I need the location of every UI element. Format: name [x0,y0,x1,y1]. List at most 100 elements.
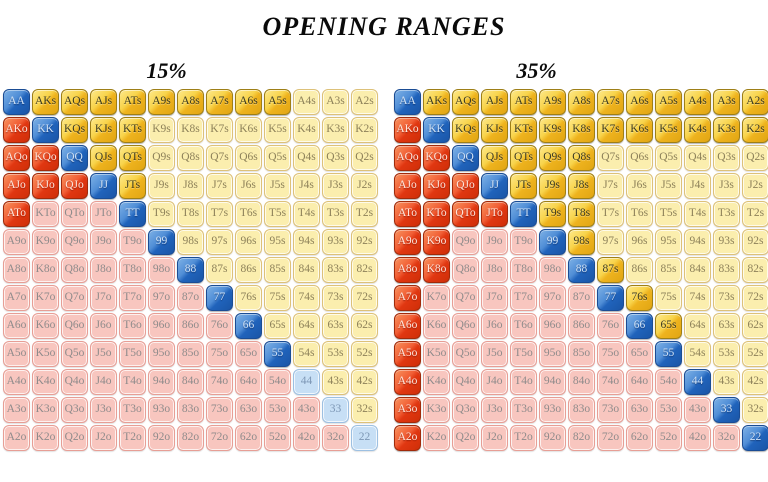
hand-cell-97s: 97s [206,229,233,255]
hand-cell-72o: 72o [597,425,624,451]
hand-cell-T3o: T3o [119,397,146,423]
hand-cell-K4s: K4s [684,117,711,143]
hand-cell-64o: 64o [626,369,653,395]
hand-cell-A8o: A8o [3,257,30,283]
hand-cell-52o: 52o [264,425,291,451]
hand-cell-J9s: J9s [539,173,566,199]
hand-cell-A9s: A9s [539,89,566,115]
hand-cell-A7o: A7o [3,285,30,311]
hand-cell-86s: 86s [235,257,262,283]
hand-cell-KTs: KTs [119,117,146,143]
hand-cell-AKo: AKo [3,117,30,143]
hand-cell-22: 22 [742,425,768,451]
hand-cell-K3s: K3s [713,117,740,143]
hand-cell-A9o: A9o [3,229,30,255]
hand-cell-76s: 76s [235,285,262,311]
hand-cell-K8o: K8o [32,257,59,283]
hand-cell-Q3o: Q3o [61,397,88,423]
hand-cell-J5s: J5s [655,173,682,199]
hand-cell-K9o: K9o [32,229,59,255]
hand-cell-63o: 63o [235,397,262,423]
hand-cell-QQ: QQ [452,145,479,171]
hand-cell-84o: 84o [177,369,204,395]
hand-cell-84o: 84o [568,369,595,395]
hand-cell-T9o: T9o [119,229,146,255]
hand-cell-KQo: KQo [423,145,450,171]
hand-cell-54s: 54s [293,341,320,367]
hand-cell-44: 44 [293,369,320,395]
hand-cell-42s: 42s [742,369,768,395]
hand-cell-K5o: K5o [423,341,450,367]
hand-cell-43s: 43s [322,369,349,395]
hand-cell-82s: 82s [351,257,378,283]
hand-cell-J2o: J2o [481,425,508,451]
hand-cell-K7s: K7s [206,117,233,143]
hand-cell-A6s: A6s [235,89,262,115]
hand-cell-J8o: J8o [481,257,508,283]
hand-cell-JTo: JTo [481,201,508,227]
hand-cell-AQo: AQo [394,145,421,171]
hand-cell-QJo: QJo [61,173,88,199]
hand-cell-Q4o: Q4o [452,369,479,395]
hand-cell-65s: 65s [264,313,291,339]
hand-cell-66: 66 [626,313,653,339]
hand-cell-62o: 62o [626,425,653,451]
hand-cell-AA: AA [394,89,421,115]
hand-cell-KTo: KTo [423,201,450,227]
hand-cell-Q6o: Q6o [61,313,88,339]
hand-cell-K9s: K9s [148,117,175,143]
hand-cell-ATo: ATo [394,201,421,227]
hand-cell-92o: 92o [539,425,566,451]
hand-cell-53s: 53s [322,341,349,367]
grid-title-15: 15% [146,58,187,83]
hand-cell-Q8s: Q8s [177,145,204,171]
hand-cell-T2o: T2o [119,425,146,451]
hand-cell-J7s: J7s [206,173,233,199]
hand-cell-K6o: K6o [32,313,59,339]
hand-cell-AQs: AQs [61,89,88,115]
hand-cell-Q9o: Q9o [452,229,479,255]
hand-cell-T9o: T9o [510,229,537,255]
hand-cell-76s: 76s [626,285,653,311]
hand-grid-35: AA AKs AQs AJs ATs A9s A8s A7s A6s A5s A4s A3s A2s AK… [394,89,768,451]
hand-cell-AKs: AKs [423,89,450,115]
hand-cell-93s: 93s [713,229,740,255]
hand-cell-63s: 63s [322,313,349,339]
hand-cell-K2o: K2o [423,425,450,451]
hand-cell-J6o: J6o [481,313,508,339]
hand-cell-73o: 73o [597,397,624,423]
hand-cell-A2s: A2s [742,89,768,115]
hand-cell-QTo: QTo [452,201,479,227]
hand-cell-KJo: KJo [32,173,59,199]
hand-cell-54o: 54o [264,369,291,395]
hand-cell-73s: 73s [322,285,349,311]
hand-cell-Q3s: Q3s [322,145,349,171]
hand-cell-82o: 82o [568,425,595,451]
hand-cell-T7s: T7s [206,201,233,227]
range-section-15: 15% AA AKs AQs AJs ATs A9s A8s A7s A6s A5s A4s A3s A… [3,58,378,451]
hand-cell-Q2o: Q2o [61,425,88,451]
hand-cell-63s: 63s [713,313,740,339]
hand-cell-J3o: J3o [90,397,117,423]
hand-cell-A7s: A7s [597,89,624,115]
hand-cell-83s: 83s [322,257,349,283]
hand-cell-32o: 32o [322,425,349,451]
hand-cell-K6s: K6s [626,117,653,143]
hand-cell-J9s: J9s [148,173,175,199]
hand-cell-K9o: K9o [423,229,450,255]
hand-cell-JTs: JTs [119,173,146,199]
hand-cell-95o: 95o [148,341,175,367]
hand-cell-88: 88 [568,257,595,283]
hand-cell-KJo: KJo [423,173,450,199]
hand-cell-82o: 82o [177,425,204,451]
hand-cell-87s: 87s [206,257,233,283]
hand-cell-K8s: K8s [568,117,595,143]
hand-cell-64s: 64s [684,313,711,339]
hand-cell-72s: 72s [351,285,378,311]
hand-cell-A6s: A6s [626,89,653,115]
hand-cell-KK: KK [423,117,450,143]
hand-cell-53s: 53s [713,341,740,367]
hand-cell-AA: AA [3,89,30,115]
hand-cell-T3s: T3s [322,201,349,227]
hand-cell-33: 33 [713,397,740,423]
